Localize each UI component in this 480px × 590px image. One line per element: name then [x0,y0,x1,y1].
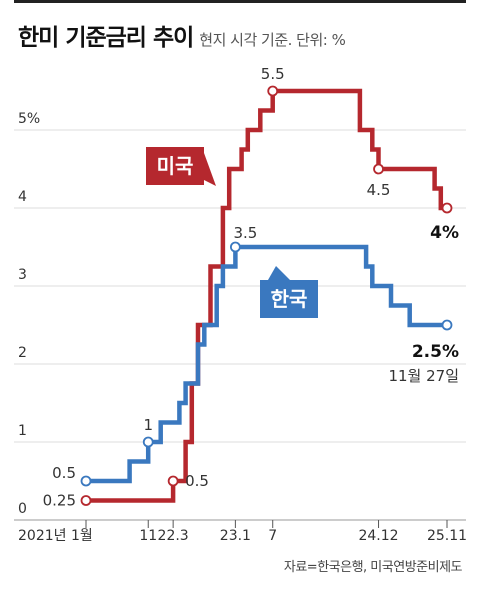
kr-label-1: 1 [143,416,153,434]
date-note: 11월 27일 [388,367,459,385]
x-tick-label-3: 23.1 [220,528,251,544]
data-labels: 0.25 0.5 5.5 4.5 4% 0.5 1 3.5 2.5% 11월 27일 [43,65,459,510]
kr-label-3: 2.5% [412,342,459,362]
y-tick-label-0: 0 [18,501,27,517]
kr-label-0: 0.5 [52,464,76,482]
y-tick-label-5: 5% [18,111,40,127]
us-label-0: 0.25 [43,492,76,510]
kr-point-0 [80,475,92,487]
y-tick-label-1: 1 [18,423,27,439]
us-badge-label: 미국 [157,154,194,178]
source-note: 자료=한국은행, 미국연방준비제도 [283,560,463,575]
us-point-1 [167,475,179,487]
us-label-2: 5.5 [261,65,285,83]
x-tick-label-4: 7 [268,528,277,544]
us-label-4: 4% [430,223,459,243]
kr-badge-pointer [268,266,290,280]
y-tick-label-2: 2 [18,345,27,361]
y-axis-ticks: 0 1 2 3 4 5% [18,111,40,517]
x-tick-label-6: 25.11 [427,528,467,544]
us-point-2 [267,85,279,97]
kr-label-2: 3.5 [233,224,257,242]
grid-lines [14,129,466,521]
chart-title: 한미 기준금리 추이 현지 시각 기준. 단위: % [18,18,346,52]
x-tick-label-2: 22.3 [158,528,189,544]
chart-subtitle: 현지 시각 기준. 단위: % [199,31,346,49]
series-lines [80,85,453,506]
us-point-0 [80,495,92,506]
us-label-1: 0.5 [185,472,209,490]
us-label-3: 4.5 [367,181,391,199]
y-tick-label-4: 4 [18,189,27,205]
x-axis-ticks: 2021년 1월 11 22.3 23.1 7 24.12 25.11 [18,520,467,544]
us-point-3 [373,163,384,175]
x-tick-label-0: 2021년 1월 [18,528,93,544]
kr-point-1 [142,436,154,448]
kr-badge-label: 한국 [271,287,308,311]
us-point-4 [441,202,453,214]
chart-title-text: 한미 기준금리 추이 [18,25,194,51]
us-badge-pointer [204,153,216,186]
top-rule [14,0,466,3]
x-tick-label-5: 24.12 [358,528,398,544]
kr-badge-box [260,280,318,318]
kr-point-2 [229,241,241,253]
us-rate-line [86,88,447,503]
us-badge-box [146,147,204,185]
kr-rate-line [86,244,447,484]
x-tick-label-1: 11 [139,528,157,544]
kr-point-3 [441,319,453,331]
y-tick-label-3: 3 [18,267,27,283]
